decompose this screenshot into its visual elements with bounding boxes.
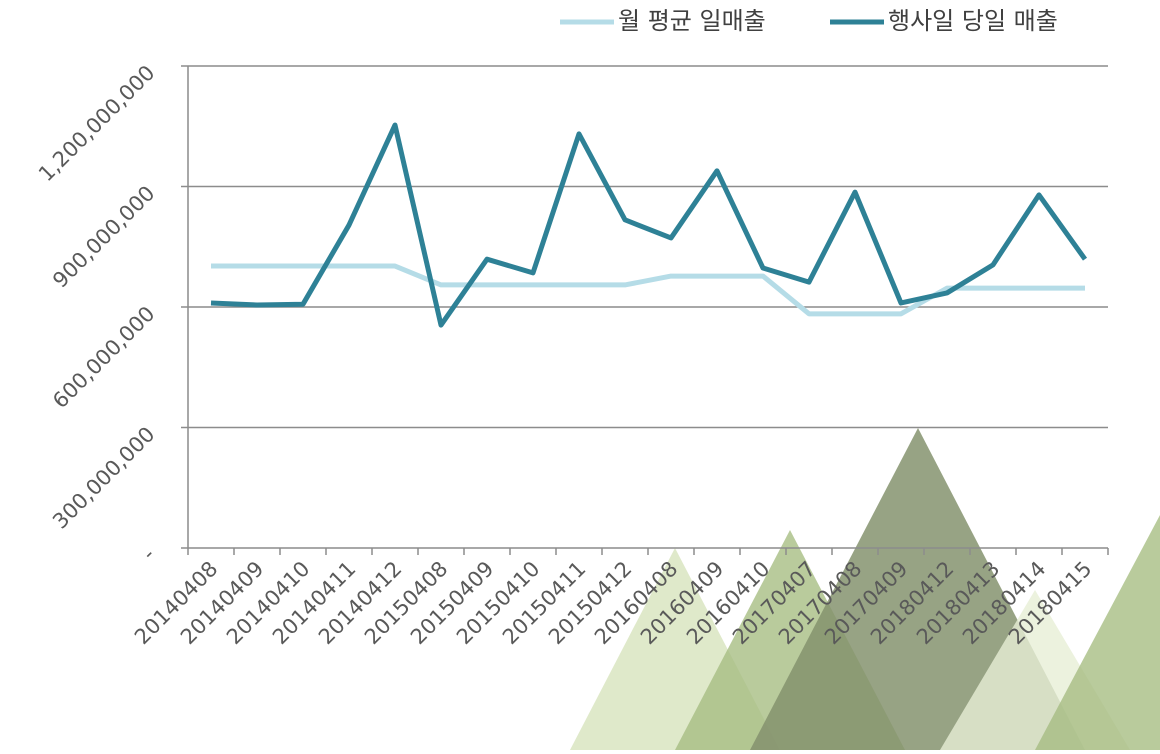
- y-tick-label: 1,200,000,000: [34, 61, 160, 187]
- y-tick-label: -: [137, 543, 159, 565]
- y-tick-label: 600,000,000: [48, 302, 159, 413]
- line-series: [210, 122, 1088, 328]
- legend-label: 행사일 당일 매출: [888, 7, 1058, 35]
- legend-label: 월 평균 일매출: [618, 7, 766, 35]
- y-tick-label: 900,000,000: [48, 181, 159, 292]
- mountain-decoration: [570, 428, 1160, 750]
- y-tick-label: 300,000,000: [48, 422, 159, 533]
